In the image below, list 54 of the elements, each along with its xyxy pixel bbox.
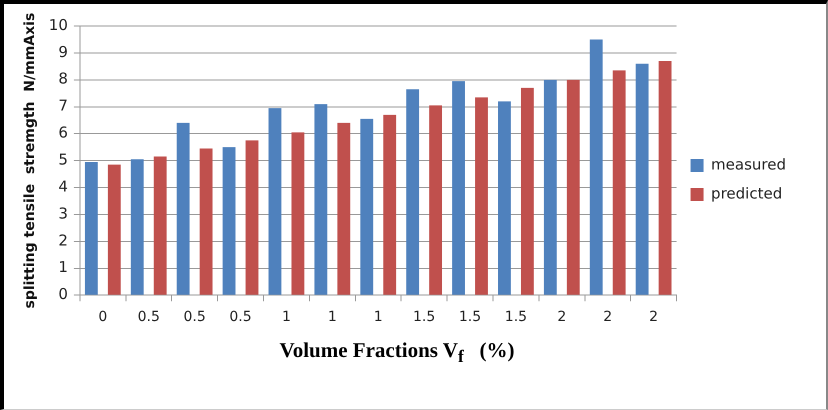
y-tick-label: 4 (58, 177, 68, 196)
x-tick-label: 0.5 (184, 309, 206, 326)
x-tick-label: 1.5 (412, 309, 436, 326)
y-tick-label: 0 (58, 285, 68, 304)
bar (475, 97, 488, 295)
bar (566, 80, 580, 295)
bar (498, 101, 511, 295)
bar (130, 159, 144, 295)
bar (108, 164, 121, 295)
x-tick-label: 2 (649, 309, 658, 326)
bar (246, 140, 258, 295)
bar (520, 88, 534, 295)
bar (200, 148, 213, 295)
bar (291, 132, 304, 295)
bar (222, 147, 236, 295)
bar (154, 156, 167, 295)
bar (636, 64, 649, 295)
x-tick-label: 2 (557, 309, 566, 326)
y-tick-label: 9 (58, 42, 68, 61)
bar (360, 118, 374, 295)
bar (429, 105, 442, 295)
x-tick-label: 1.5 (504, 309, 528, 326)
y-axis-title: splitting tensile stremgth N/mmAxis (22, 12, 38, 308)
bar (337, 122, 350, 295)
y-tick-label: 6 (58, 124, 68, 142)
bar (406, 89, 420, 295)
x-tick-label: 1.5 (458, 309, 482, 326)
y-tick-label: 3 (58, 204, 68, 222)
x-tick-label: 2 (603, 309, 612, 326)
y-tick-label: 2 (58, 231, 68, 250)
x-axis-title: Volume Fractions V$_{f}$ (%) (278, 338, 516, 368)
y-tick-label: 1 (58, 258, 68, 276)
x-tick-label: 1 (328, 309, 337, 326)
bar (314, 104, 328, 295)
x-tick-label: 1 (282, 309, 291, 326)
x-tick-label: 0 (98, 309, 108, 326)
bar (176, 122, 190, 295)
bar (590, 39, 603, 295)
bar (84, 162, 98, 295)
bar (383, 114, 396, 295)
legend-label: predicted (711, 184, 782, 202)
x-tick-label: 0.5 (229, 309, 252, 326)
y-tick-label: 8 (58, 70, 68, 88)
bar (268, 108, 282, 295)
bar (452, 81, 465, 295)
bar (544, 80, 557, 295)
y-tick-label: 5 (58, 150, 68, 168)
legend-label: measured (711, 155, 786, 174)
y-tick-label: 7 (58, 96, 68, 115)
bar (658, 60, 672, 295)
x-tick-label: 1 (374, 309, 383, 326)
x-tick-label: 0.5 (138, 309, 160, 326)
bar (612, 70, 626, 295)
y-tick-label: 10 (48, 16, 68, 34)
